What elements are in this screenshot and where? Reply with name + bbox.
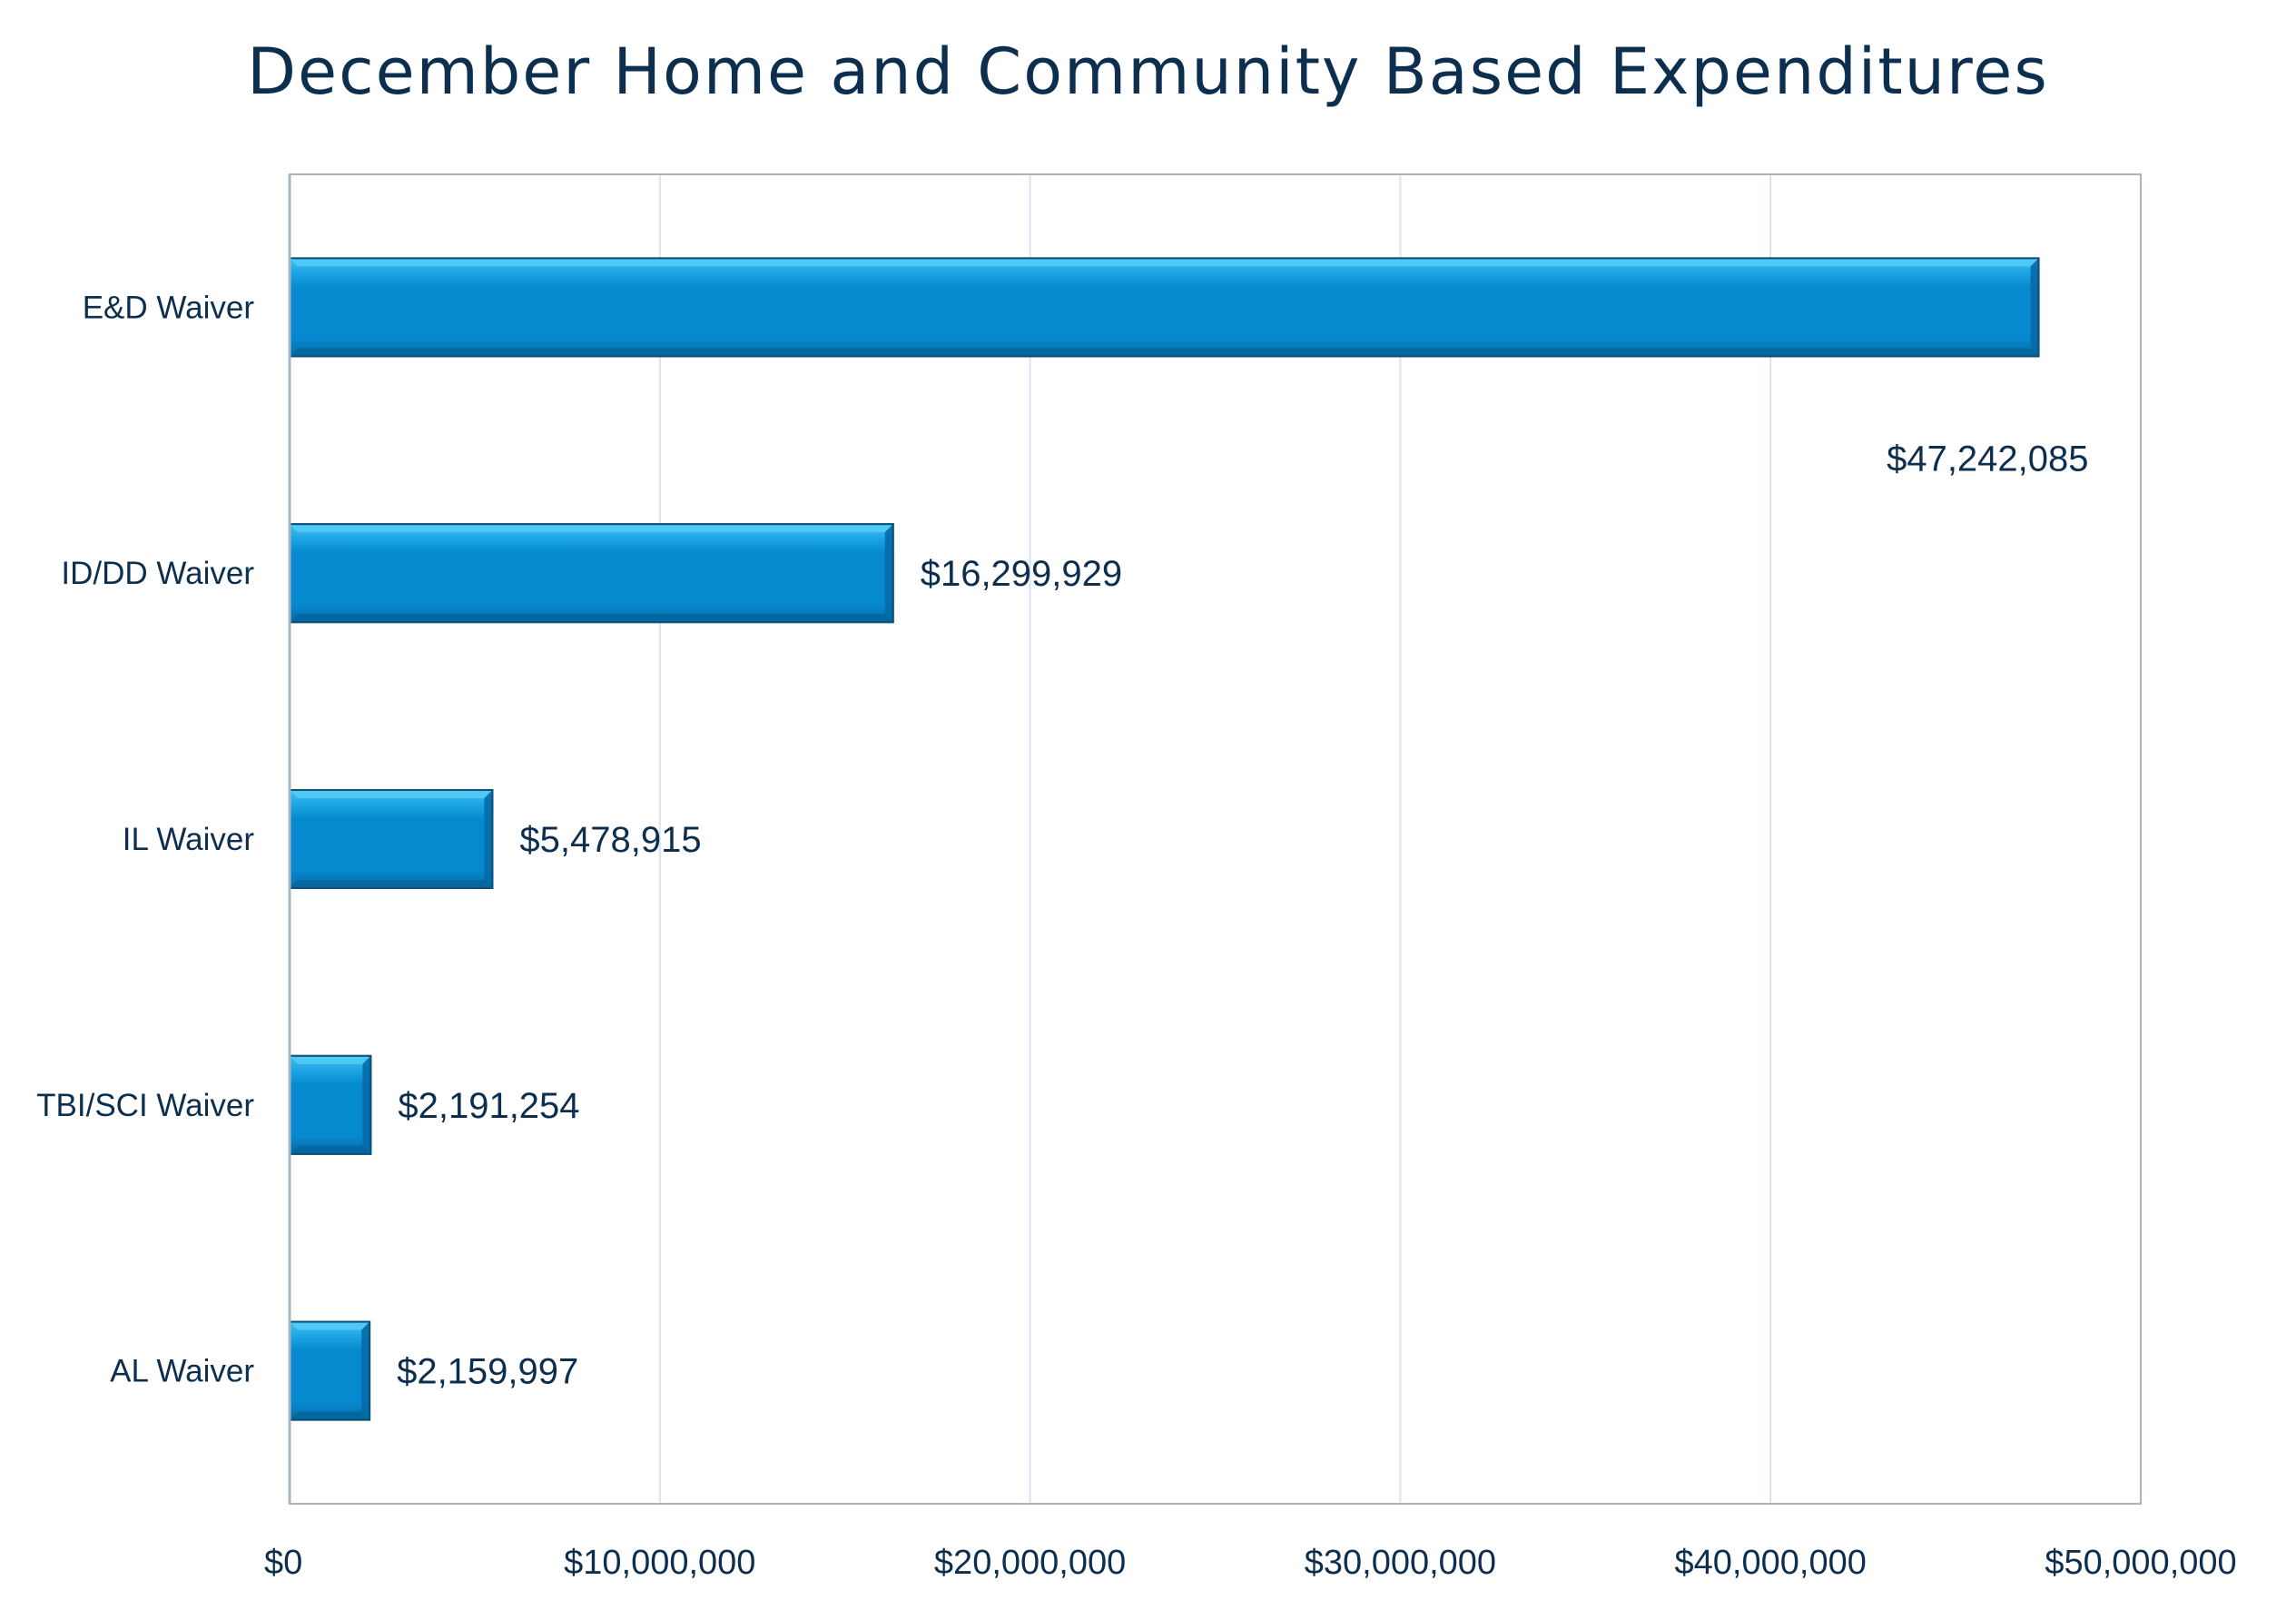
bar-bevel-bottom	[290, 348, 2039, 357]
labels: E&D Waiver $47,242,085 ID/DD Waiver $16,299…	[36, 290, 2237, 1582]
bar-bevel-bottom	[290, 880, 493, 888]
x-tick-label: $10,000,000	[564, 1544, 755, 1582]
bar	[289, 523, 894, 624]
bar	[289, 1320, 371, 1421]
x-tick-label: $40,000,000	[1675, 1544, 1867, 1582]
gridlines	[658, 174, 2142, 1504]
bar	[289, 789, 494, 889]
bar-bevel-right	[484, 790, 493, 888]
bar-3	[289, 789, 494, 889]
category-label: AL Waiver	[110, 1354, 254, 1389]
axes	[288, 173, 2142, 1505]
bar-bevel-top	[290, 524, 893, 533]
bar-bevel-top	[290, 258, 2039, 267]
bar-bevel-right	[362, 1055, 371, 1154]
data-label: $5,478,915	[519, 820, 701, 860]
data-label: $2,159,997	[397, 1352, 578, 1392]
bar-bevel-top	[290, 1055, 371, 1064]
bar-bevel-right	[2030, 258, 2039, 357]
category-label: E&D Waiver	[83, 290, 255, 325]
category-label: TBI/SCI Waiver	[36, 1088, 254, 1123]
x-tick-label: $0	[264, 1544, 302, 1582]
x-tick-label: $20,000,000	[934, 1544, 1126, 1582]
bar-bevel-bottom	[290, 614, 893, 623]
data-label: $2,191,254	[398, 1086, 579, 1126]
category-label: IL Waiver	[123, 822, 255, 857]
x-tick-label: $30,000,000	[1305, 1544, 1496, 1582]
bar	[289, 257, 2040, 358]
bar-bevel-right	[884, 524, 893, 623]
bar-bevel-top	[290, 790, 493, 798]
data-label: $47,242,085	[1887, 439, 2088, 479]
bar-4	[289, 1054, 372, 1155]
bar-bevel-bottom	[290, 1411, 370, 1420]
bar-bevel-right	[361, 1321, 370, 1420]
bar-bevel-top	[290, 1321, 370, 1330]
data-label: $16,299,929	[921, 554, 1122, 594]
bar-1	[289, 257, 2040, 358]
bar	[289, 1054, 372, 1155]
bar-5	[289, 1320, 371, 1421]
category-label: ID/DD Waiver	[61, 556, 254, 591]
bar-2	[289, 523, 894, 624]
bar-bevel-bottom	[290, 1145, 371, 1154]
chart-title: December Home and Community Based Expend…	[247, 35, 2049, 109]
x-tick-label: $50,000,000	[2045, 1544, 2236, 1582]
